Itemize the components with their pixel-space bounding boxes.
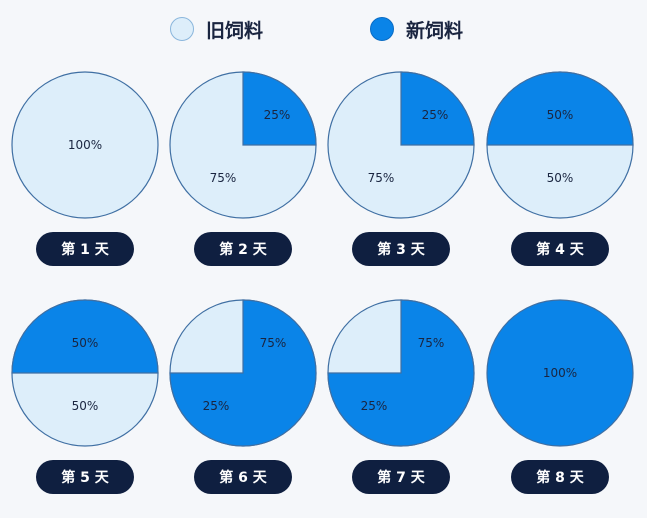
day-pie-4: 50% 50% 第 4 天 — [486, 71, 634, 266]
day-label: 第 5 天 — [61, 469, 109, 486]
old-feed-percent-label: 50% — [72, 399, 99, 413]
day-pill — [511, 232, 609, 266]
day-pie-7: 75% 25% 第 7 天 — [327, 299, 475, 494]
day-pie-3: 25% 75% 第 3 天 — [327, 71, 475, 266]
new-feed-percent-label: 50% — [547, 108, 574, 122]
legend-item-old-feed: 旧饲料 — [170, 14, 263, 44]
old-feed-percent-label: 75% — [368, 171, 395, 185]
new-feed-slice — [11, 299, 159, 374]
legend-label-new-feed: 新饲料 — [406, 19, 464, 42]
new-feed-percent-label: 100% — [543, 366, 577, 380]
legend-label-old-feed: 旧饲料 — [206, 19, 264, 42]
day-pie-5: 50% 50% 第 5 天 — [11, 299, 159, 494]
legend: 旧饲料 新饲料 — [0, 14, 647, 44]
day-label: 第 3 天 — [377, 241, 425, 258]
old-feed-percent-label: 100% — [68, 138, 102, 152]
old-feed-percent-label: 25% — [361, 399, 388, 413]
day-label: 第 1 天 — [61, 241, 109, 258]
day-pie-2: 25% 75% 第 2 天 — [169, 71, 317, 266]
new-feed-slice — [486, 299, 634, 447]
new-feed-slice — [242, 71, 317, 146]
day-label: 第 4 天 — [536, 241, 584, 258]
day-pie-8: 100% 第 8 天 — [486, 299, 634, 494]
day-pie-1: 100% 第 1 天 — [11, 71, 159, 266]
new-feed-slice — [169, 299, 317, 447]
new-feed-swatch-icon — [370, 17, 394, 41]
day-pill — [352, 460, 450, 494]
new-feed-percent-label: 25% — [264, 108, 291, 122]
old-feed-percent-label: 50% — [547, 171, 574, 185]
new-feed-percent-label: 75% — [260, 336, 287, 350]
old-feed-swatch-icon — [170, 17, 194, 41]
new-feed-slice — [486, 71, 634, 146]
legend-item-new-feed: 新饲料 — [370, 14, 463, 44]
day-label: 第 8 天 — [536, 469, 584, 486]
day-pill — [36, 232, 134, 266]
day-pill — [194, 460, 292, 494]
day-pill — [511, 460, 609, 494]
day-pill — [36, 460, 134, 494]
day-pill — [194, 232, 292, 266]
day-label: 第 7 天 — [377, 469, 425, 486]
old-feed-percent-label: 75% — [210, 171, 237, 185]
day-label: 第 2 天 — [219, 241, 267, 258]
new-feed-percent-label: 75% — [418, 336, 445, 350]
day-pill — [352, 232, 450, 266]
new-feed-slice — [327, 299, 475, 447]
day-label: 第 6 天 — [219, 469, 267, 486]
new-feed-percent-label: 25% — [422, 108, 449, 122]
old-feed-slice — [11, 71, 159, 219]
old-feed-percent-label: 25% — [203, 399, 230, 413]
new-feed-percent-label: 50% — [72, 336, 99, 350]
day-pie-6: 75% 25% 第 6 天 — [169, 299, 317, 494]
new-feed-slice — [400, 71, 475, 146]
